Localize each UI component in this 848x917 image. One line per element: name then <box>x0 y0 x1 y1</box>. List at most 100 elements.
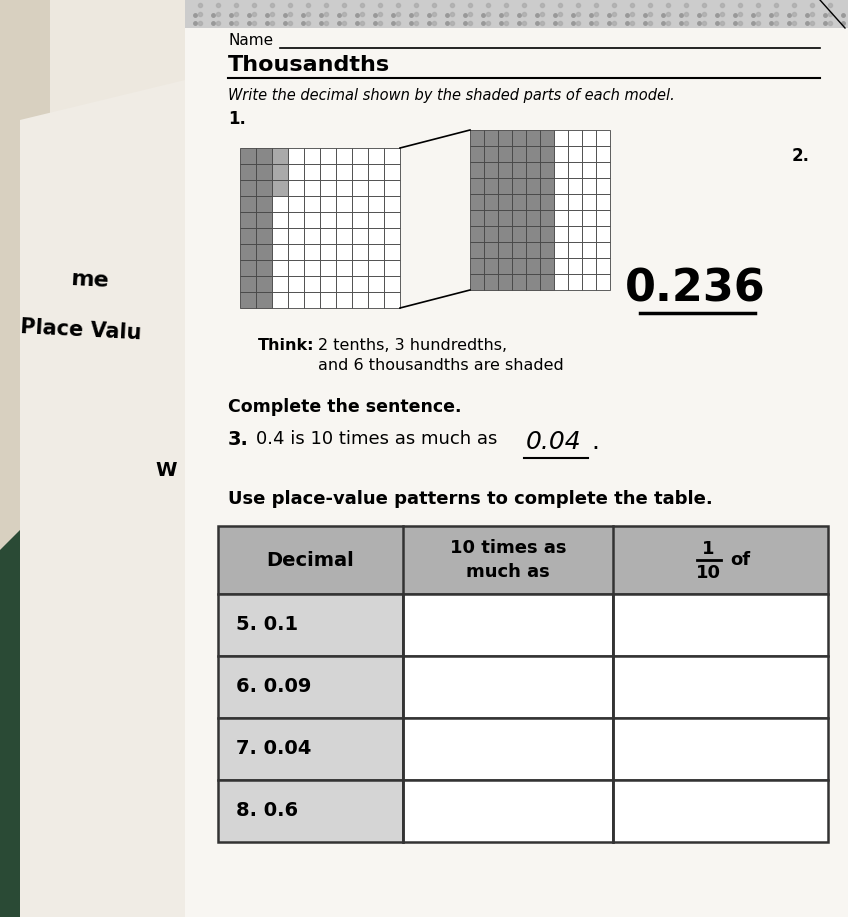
Bar <box>304 260 320 276</box>
Bar <box>554 146 568 162</box>
Bar <box>498 162 512 178</box>
Bar <box>256 228 272 244</box>
Text: of: of <box>730 551 750 569</box>
Text: and 6 thousandths are shaded: and 6 thousandths are shaded <box>318 358 564 373</box>
Bar <box>526 146 540 162</box>
Bar <box>256 148 272 164</box>
Text: 3.: 3. <box>228 430 248 449</box>
Bar <box>240 196 256 212</box>
Bar <box>320 212 336 228</box>
Bar <box>582 130 596 146</box>
Bar <box>304 180 320 196</box>
Bar <box>512 274 526 290</box>
Bar <box>240 180 256 196</box>
Bar <box>304 292 320 308</box>
Bar <box>484 146 498 162</box>
Bar <box>512 226 526 242</box>
Bar <box>185 0 848 28</box>
Bar <box>256 164 272 180</box>
Bar <box>272 212 288 228</box>
Bar <box>484 130 498 146</box>
Bar <box>272 276 288 292</box>
Bar <box>218 656 403 718</box>
Bar <box>288 276 304 292</box>
Bar <box>336 196 352 212</box>
Bar <box>320 292 336 308</box>
Bar <box>256 212 272 228</box>
Bar <box>596 178 610 194</box>
Bar <box>320 228 336 244</box>
Bar <box>288 260 304 276</box>
Bar <box>352 180 368 196</box>
Bar <box>568 242 582 258</box>
Bar <box>368 292 384 308</box>
Bar <box>256 244 272 260</box>
Text: W: W <box>155 460 176 480</box>
Bar <box>304 228 320 244</box>
Bar <box>368 212 384 228</box>
Text: me: me <box>70 269 109 291</box>
Bar <box>554 242 568 258</box>
Bar <box>484 210 498 226</box>
Bar <box>568 162 582 178</box>
Bar <box>240 164 256 180</box>
Bar <box>512 210 526 226</box>
Bar <box>256 180 272 196</box>
Bar <box>554 258 568 274</box>
Bar <box>336 244 352 260</box>
Bar <box>470 210 484 226</box>
Bar <box>540 162 554 178</box>
Bar <box>470 258 484 274</box>
Bar <box>384 180 400 196</box>
Bar <box>498 258 512 274</box>
Bar <box>526 130 540 146</box>
Text: 0.04: 0.04 <box>526 430 582 454</box>
Bar <box>613 594 828 656</box>
Bar <box>613 780 828 842</box>
Bar <box>613 718 828 780</box>
Bar <box>336 292 352 308</box>
Bar <box>596 162 610 178</box>
Bar <box>272 164 288 180</box>
Bar <box>582 162 596 178</box>
Text: 10: 10 <box>696 564 721 582</box>
Bar <box>470 242 484 258</box>
Text: 1.: 1. <box>228 110 246 128</box>
Text: 2.: 2. <box>792 147 810 165</box>
Bar <box>240 276 256 292</box>
Bar <box>352 276 368 292</box>
Bar <box>304 196 320 212</box>
Bar <box>512 178 526 194</box>
Bar <box>218 594 403 656</box>
Bar <box>272 148 288 164</box>
Bar <box>498 226 512 242</box>
Bar <box>384 292 400 308</box>
Bar <box>484 162 498 178</box>
Bar <box>568 146 582 162</box>
Bar <box>320 148 336 164</box>
Bar <box>384 260 400 276</box>
Bar <box>554 226 568 242</box>
Bar <box>403 656 613 718</box>
Bar <box>288 164 304 180</box>
Bar <box>368 244 384 260</box>
Bar <box>368 164 384 180</box>
Bar <box>384 276 400 292</box>
Bar <box>384 164 400 180</box>
Bar <box>240 244 256 260</box>
Bar <box>540 146 554 162</box>
Bar <box>470 162 484 178</box>
Bar <box>288 212 304 228</box>
Text: .: . <box>591 430 599 454</box>
Text: 8. 0.6: 8. 0.6 <box>236 801 298 821</box>
Bar <box>582 194 596 210</box>
Bar <box>352 196 368 212</box>
Bar <box>568 130 582 146</box>
Bar <box>526 194 540 210</box>
Bar <box>582 242 596 258</box>
Bar <box>256 196 272 212</box>
Bar <box>484 258 498 274</box>
Bar <box>336 148 352 164</box>
Bar <box>320 180 336 196</box>
Bar <box>272 244 288 260</box>
